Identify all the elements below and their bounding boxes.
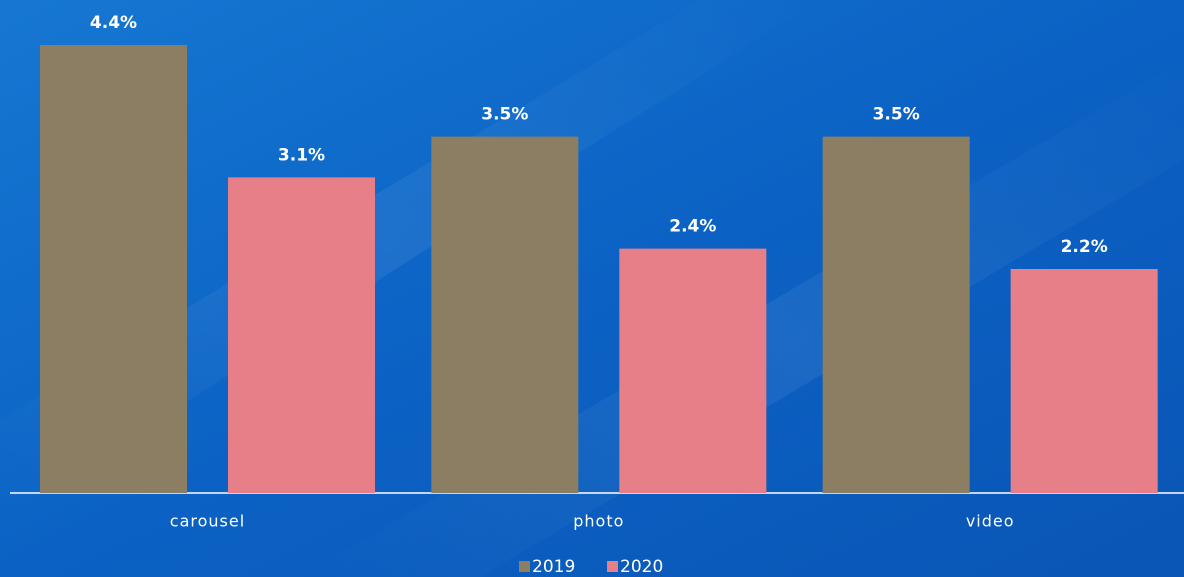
legend-swatch [519, 561, 530, 572]
value-label: 2.4% [669, 217, 716, 237]
value-label: 2.2% [1061, 237, 1108, 257]
bar [40, 45, 187, 493]
x-tick-label: carousel [170, 512, 245, 531]
bar [1010, 269, 1158, 493]
x-tick-label: photo [573, 512, 624, 531]
background-streak [0, 0, 820, 520]
x-tick-label: video [966, 512, 1015, 531]
bar [431, 136, 579, 494]
bar [822, 136, 970, 494]
value-label: 3.5% [873, 105, 920, 125]
legend-swatch [607, 561, 618, 572]
bar [619, 248, 767, 493]
value-label: 3.1% [278, 145, 325, 165]
value-label: 4.4% [90, 13, 137, 33]
value-label: 3.5% [481, 105, 528, 125]
bar [228, 177, 375, 493]
legend-label: 2020 [620, 557, 663, 577]
legend-label: 2019 [532, 557, 575, 577]
